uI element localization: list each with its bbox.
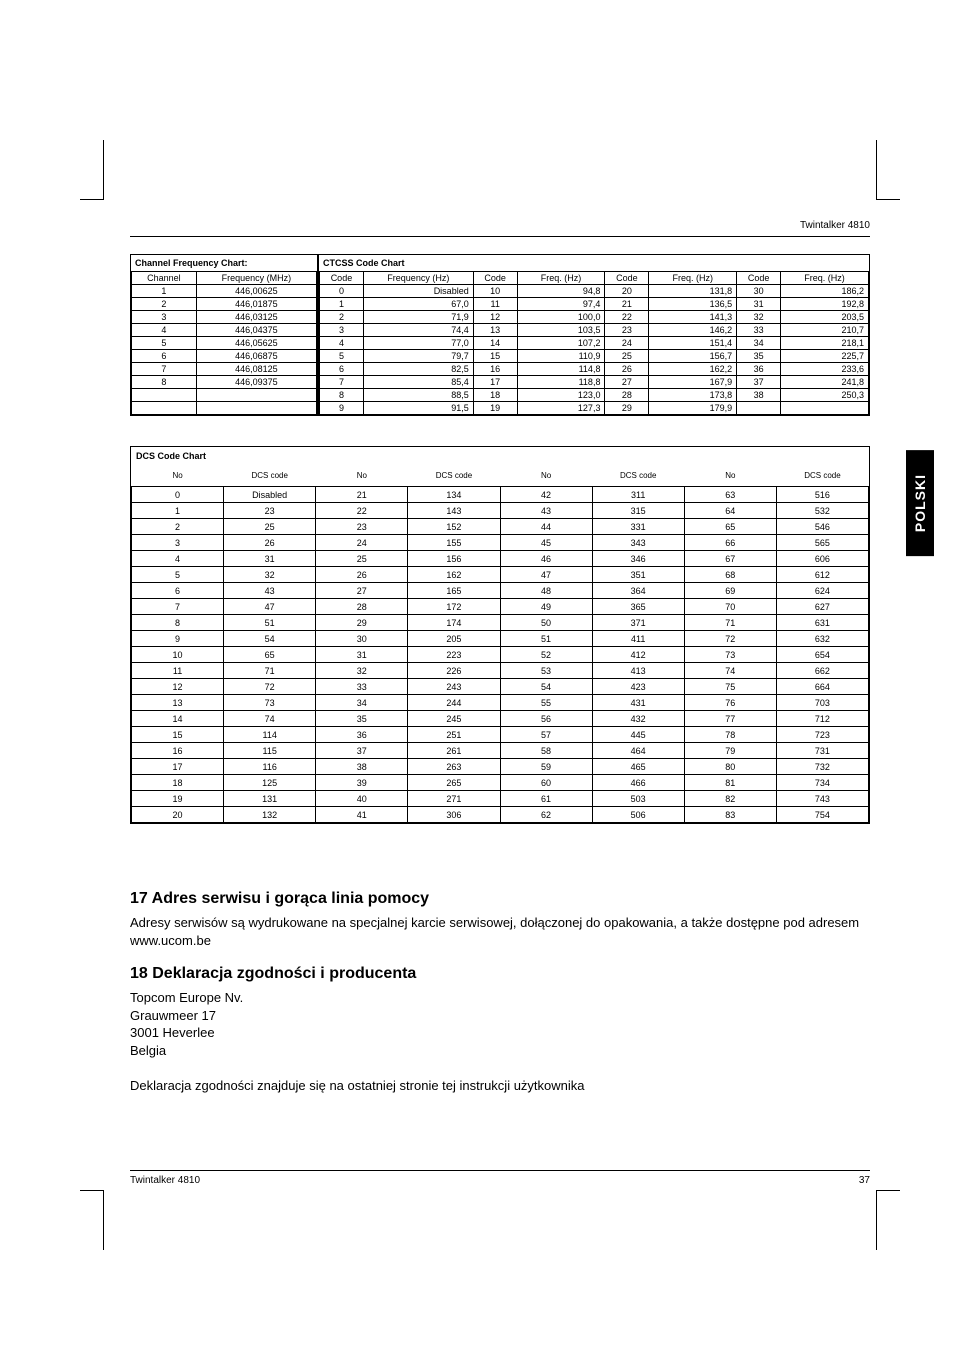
table-row: 0Disabled211344231163516 bbox=[132, 487, 869, 503]
table-row: 785,417118,827167,937241,8 bbox=[320, 376, 869, 389]
cfc-table: ChannelFrequency (MHz)1446,006252446,018… bbox=[131, 271, 317, 415]
table-row: 532261624735168612 bbox=[132, 567, 869, 583]
table-row: 167,01197,421136,531192,8 bbox=[320, 298, 869, 311]
table-row: 477,014107,224151,434218,1 bbox=[320, 337, 869, 350]
table-header: Code bbox=[737, 272, 781, 285]
table-row: 1065312235241273654 bbox=[132, 647, 869, 663]
section-17-body: Adresy serwisów są wydrukowane na specja… bbox=[130, 914, 870, 949]
table-header: Freq. (Hz) bbox=[649, 272, 737, 285]
header-product: Twintalker 4810 bbox=[800, 220, 870, 231]
table-row: 16115372615846479731 bbox=[132, 743, 869, 759]
table-row: 1272332435442375664 bbox=[132, 679, 869, 695]
top-tables: Channel Frequency Chart: ChannelFrequenc… bbox=[130, 254, 870, 416]
table-header: No bbox=[132, 465, 224, 487]
ctcss-table: CodeFrequency (Hz)CodeFreq. (Hz)CodeFreq… bbox=[319, 271, 869, 415]
table-header: DCS code bbox=[776, 465, 868, 487]
table-row: 8446,09375 bbox=[132, 376, 317, 389]
body-sections: 17 Adres serwisu i gorąca linia pomocy A… bbox=[130, 890, 870, 1111]
crop-mark bbox=[80, 140, 104, 200]
table-header: Freq. (Hz) bbox=[517, 272, 605, 285]
producer-address: Topcom Europe Nv. Grauwmeer 17 3001 Heve… bbox=[130, 989, 870, 1059]
table-header: DCS code bbox=[408, 465, 500, 487]
crop-mark bbox=[876, 140, 900, 200]
table-row: 954302055141172632 bbox=[132, 631, 869, 647]
table-row: 15114362515744578723 bbox=[132, 727, 869, 743]
table-row: 991,519127,329179,9 bbox=[320, 402, 869, 415]
table-row: 747281724936570627 bbox=[132, 599, 869, 615]
table-row: 888,518123,028173,838250,3 bbox=[320, 389, 869, 402]
table-header: No bbox=[684, 465, 776, 487]
addr-line: 3001 Heverlee bbox=[130, 1024, 870, 1042]
table-header: No bbox=[500, 465, 592, 487]
table-row: 7446,08125 bbox=[132, 363, 317, 376]
ctcss-title: CTCSS Code Chart bbox=[319, 255, 869, 271]
table-header: DCS code bbox=[592, 465, 684, 487]
table-row: 2446,01875 bbox=[132, 298, 317, 311]
table-row: 1171322265341374662 bbox=[132, 663, 869, 679]
table-header: No bbox=[316, 465, 408, 487]
channel-frequency-chart: Channel Frequency Chart: ChannelFrequenc… bbox=[131, 255, 319, 415]
crop-mark bbox=[80, 1190, 104, 1250]
table-header: Code bbox=[605, 272, 649, 285]
table-row: 1373342445543176703 bbox=[132, 695, 869, 711]
dcs-title: DCS Code Chart bbox=[131, 447, 869, 465]
table-header: Frequency (Hz) bbox=[363, 272, 473, 285]
table-row: 326241554534366565 bbox=[132, 535, 869, 551]
table-row: 851291745037171631 bbox=[132, 615, 869, 631]
table-header: DCS code bbox=[224, 465, 316, 487]
table-row: 1446,00625 bbox=[132, 285, 317, 298]
language-tab: POLSKI bbox=[906, 450, 934, 556]
table-row: 5446,05625 bbox=[132, 337, 317, 350]
table-header: Freq. (Hz) bbox=[781, 272, 869, 285]
header-rule bbox=[130, 236, 870, 237]
table-header: Code bbox=[320, 272, 364, 285]
table-row: 1474352455643277712 bbox=[132, 711, 869, 727]
footer-left: Twintalker 4810 bbox=[130, 1175, 200, 1186]
table-row: 3446,03125 bbox=[132, 311, 317, 324]
table-row: 6446,06875 bbox=[132, 350, 317, 363]
table-header: Frequency (MHz) bbox=[196, 272, 316, 285]
table-row: 0Disabled1094,820131,830186,2 bbox=[320, 285, 869, 298]
addr-line: Grauwmeer 17 bbox=[130, 1007, 870, 1025]
table-row: 643271654836469624 bbox=[132, 583, 869, 599]
addr-line: Belgia bbox=[130, 1042, 870, 1060]
section-18-title: 18 Deklaracja zgodności i producenta bbox=[130, 965, 870, 983]
table-row: 431251564634667606 bbox=[132, 551, 869, 567]
table-row: 271,912100,022141,332203,5 bbox=[320, 311, 869, 324]
dcs-table: NoDCS codeNoDCS codeNoDCS codeNoDCS code… bbox=[131, 465, 869, 823]
crop-mark bbox=[876, 1190, 900, 1250]
table-row: 20132413066250683754 bbox=[132, 807, 869, 823]
section-17-title: 17 Adres serwisu i gorąca linia pomocy bbox=[130, 890, 870, 908]
addr-line: Topcom Europe Nv. bbox=[130, 989, 870, 1007]
table-row: 374,413103,523146,233210,7 bbox=[320, 324, 869, 337]
table-row: 19131402716150382743 bbox=[132, 791, 869, 807]
section-18-body: Deklaracja zgodności znajduje się na ost… bbox=[130, 1077, 870, 1095]
table-row: 579,715110,925156,735225,7 bbox=[320, 350, 869, 363]
table-row: 682,516114,826162,236233,6 bbox=[320, 363, 869, 376]
table-row: 17116382635946580732 bbox=[132, 759, 869, 775]
table-row: 18125392656046681734 bbox=[132, 775, 869, 791]
footer-page-number: 37 bbox=[859, 1175, 870, 1186]
table-row: 225231524433165546 bbox=[132, 519, 869, 535]
cfc-title: Channel Frequency Chart: bbox=[131, 255, 317, 271]
table-header: Code bbox=[473, 272, 517, 285]
table-row: 123221434331564532 bbox=[132, 503, 869, 519]
table-row: 4446,04375 bbox=[132, 324, 317, 337]
page-footer: Twintalker 4810 37 bbox=[130, 1170, 870, 1186]
dcs-code-chart: DCS Code Chart NoDCS codeNoDCS codeNoDCS… bbox=[130, 446, 870, 824]
ctcss-code-chart: CTCSS Code Chart CodeFrequency (Hz)CodeF… bbox=[319, 255, 869, 415]
table-header: Channel bbox=[132, 272, 197, 285]
